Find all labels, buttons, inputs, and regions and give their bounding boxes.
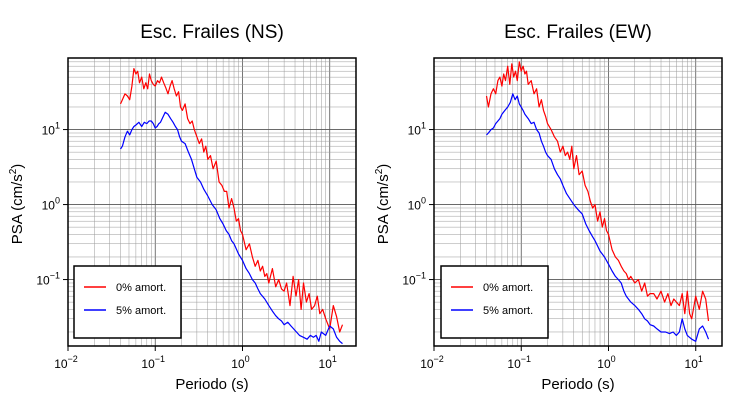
x-tick-label: 10−2 (54, 354, 78, 371)
y-tick-label: 10−1 (36, 271, 60, 288)
x-tick-label: 10−1 (141, 354, 165, 371)
plot-frame (67, 57, 357, 347)
x-tick-label: 100 (597, 354, 615, 371)
y-tick-label: 100 (42, 196, 60, 213)
x-tick-label: 10−1 (507, 354, 531, 371)
plot-frame (433, 57, 723, 347)
x-tick-label: 101 (685, 354, 703, 371)
chart-title: Esc. Frailes (EW) (504, 22, 652, 43)
chart-ns: 10−2 10−1 100 101 10−1 100 101 0% amort. 5% amor… (8, 22, 357, 393)
x-tick-label: 101 (319, 354, 337, 371)
chart-ew: 10−2 10−1 100 101 10−1 100 101 0% amort. 5% amor… (374, 22, 723, 393)
series-line-5pct (120, 111, 343, 345)
series-line-0pct (119, 67, 344, 333)
y-axis-label: PSA (cm/s2) (374, 164, 392, 245)
legend-label: 5% amort. (483, 305, 533, 317)
legend-box (440, 265, 549, 339)
legend: 0% amort. 5% amort. (73, 265, 182, 339)
chart-title: Esc. Frailes (NS) (140, 22, 284, 43)
grid (433, 57, 723, 346)
y-axis-label: PSA (cm/s2) (8, 164, 26, 245)
series-line-5pct (486, 93, 710, 342)
legend-box (73, 265, 182, 339)
grid (67, 57, 357, 346)
x-axis-label: Periodo (s) (541, 376, 614, 393)
y-tick-label: 101 (42, 121, 60, 138)
y-tick-label: 100 (408, 196, 426, 213)
series-line-0pct (485, 61, 710, 322)
x-tick-label: 100 (231, 354, 249, 371)
legend: 0% amort. 5% amort. (440, 265, 549, 339)
y-tick-label: 10−1 (402, 271, 426, 288)
legend-label: 0% amort. (483, 282, 533, 294)
x-tick-label: 10−2 (420, 354, 444, 371)
y-tick-label: 101 (408, 121, 426, 138)
legend-label: 5% amort. (116, 305, 166, 317)
x-axis-label: Periodo (s) (175, 376, 248, 393)
legend-label: 0% amort. (116, 282, 166, 294)
